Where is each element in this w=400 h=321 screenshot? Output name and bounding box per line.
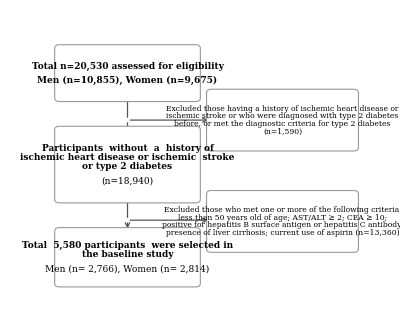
Text: positive for hepatitis B surface antigen or hepatitis C antibody;: positive for hepatitis B surface antigen… bbox=[162, 221, 400, 229]
Text: less than 50 years old of age; AST/ALT ≥ 2; CEA ≥ 10;: less than 50 years old of age; AST/ALT ≥… bbox=[178, 213, 387, 221]
Text: presence of liver cirrhosis; current use of aspirin (n=13,360): presence of liver cirrhosis; current use… bbox=[166, 229, 399, 237]
Text: before, or met the diagnostic criteria for type 2 diabetes: before, or met the diagnostic criteria f… bbox=[174, 120, 391, 128]
FancyBboxPatch shape bbox=[206, 191, 358, 252]
Text: (n=1,590): (n=1,590) bbox=[263, 127, 302, 135]
Text: Participants  without  a  history of: Participants without a history of bbox=[42, 144, 214, 153]
Text: Men (n= 2,766), Women (n= 2,814): Men (n= 2,766), Women (n= 2,814) bbox=[45, 264, 210, 273]
Text: ischemic stroke or who were diagnosed with type 2 diabetes: ischemic stroke or who were diagnosed wi… bbox=[166, 112, 399, 120]
FancyBboxPatch shape bbox=[55, 126, 200, 203]
Text: ischemic heart disease or ischemic  stroke: ischemic heart disease or ischemic strok… bbox=[20, 153, 235, 162]
Text: the baseline study: the baseline study bbox=[82, 250, 173, 259]
Text: (n=18,940): (n=18,940) bbox=[102, 176, 154, 185]
FancyBboxPatch shape bbox=[206, 89, 358, 151]
Text: Excluded those who met one or more of the following criteria:: Excluded those who met one or more of th… bbox=[164, 206, 400, 214]
FancyBboxPatch shape bbox=[55, 228, 200, 287]
Text: or type 2 diabetes: or type 2 diabetes bbox=[82, 162, 172, 171]
Text: Total n=20,530 assessed for eligibility: Total n=20,530 assessed for eligibility bbox=[32, 62, 224, 71]
FancyBboxPatch shape bbox=[55, 45, 200, 101]
Text: Excluded those having a history of ischemic heart disease or: Excluded those having a history of ische… bbox=[166, 105, 399, 113]
Text: Total  5,580 participants  were selected in: Total 5,580 participants were selected i… bbox=[22, 241, 233, 250]
Text: Men (n=10,855), Women (n=9,675): Men (n=10,855), Women (n=9,675) bbox=[38, 75, 218, 85]
